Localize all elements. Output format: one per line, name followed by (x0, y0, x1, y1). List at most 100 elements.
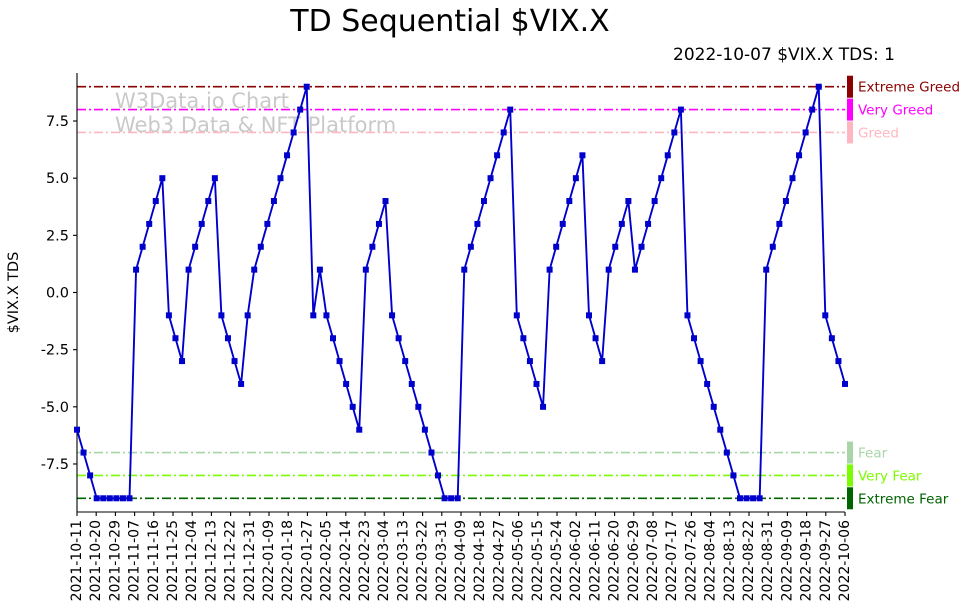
x-tick-label: 2022-04-09 (453, 520, 469, 601)
data-point-marker (815, 83, 822, 90)
y-tick-label: -5.0 (41, 400, 69, 416)
data-point-marker (802, 129, 809, 136)
data-point-marker (369, 243, 376, 250)
data-point-marker (651, 198, 658, 205)
page-title: TD Sequential $VIX.X (290, 4, 610, 39)
data-point-marker (677, 106, 684, 113)
data-point-marker (119, 495, 126, 502)
data-point-marker (244, 312, 251, 319)
x-tick-label: 2021-11-16 (146, 520, 162, 601)
data-point-marker (842, 380, 848, 387)
zone-label-extreme-greed: Extreme Greed (858, 80, 960, 96)
data-point-marker (579, 152, 586, 159)
data-point-marker (691, 335, 698, 342)
data-point-marker (736, 495, 743, 502)
data-point-marker (467, 243, 474, 250)
data-point-marker (730, 472, 737, 479)
data-point-marker (835, 358, 842, 365)
x-tick-label: 2021-11-25 (165, 520, 181, 601)
data-point-marker (586, 312, 592, 319)
x-tick-label: 2021-10-20 (88, 520, 104, 601)
data-point-marker (362, 266, 369, 273)
data-point-marker (106, 495, 113, 502)
data-point-marker (395, 335, 402, 342)
x-tick-label: 2022-08-31 (760, 520, 776, 601)
data-point-marker (592, 335, 599, 342)
data-point-marker (822, 312, 829, 319)
data-point-marker (599, 358, 606, 365)
y-tick-label: 5.0 (46, 171, 69, 187)
data-point-marker (474, 220, 481, 227)
data-point-marker (100, 495, 107, 502)
data-point-marker (80, 449, 87, 456)
chart-subtitle: 2022-10-07 $VIX.X TDS: 1 (673, 45, 895, 65)
data-point-marker (231, 358, 238, 365)
x-tick-label: 2021-12-31 (242, 520, 258, 601)
data-point-marker (224, 335, 231, 342)
data-point-marker (454, 495, 461, 502)
x-tick-label: 2022-08-13 (722, 520, 738, 601)
data-point-marker (126, 495, 133, 502)
x-tick-label: 2022-07-08 (645, 520, 661, 601)
zone-swatch-very-fear (847, 464, 853, 487)
data-point-marker (605, 266, 612, 273)
data-point-marker (612, 243, 619, 250)
y-tick-label: -2.5 (41, 343, 69, 359)
data-point-marker (618, 220, 625, 227)
x-tick-label: 2022-06-02 (568, 520, 584, 601)
x-tick-label: 2022-02-14 (338, 520, 354, 601)
data-point-marker (756, 495, 763, 502)
data-point-marker (290, 129, 297, 136)
data-point-marker (480, 198, 487, 205)
data-point-marker (421, 426, 428, 433)
data-point-marker (710, 403, 717, 410)
series-line-tds (76, 85, 846, 500)
data-point-marker (211, 175, 218, 182)
data-point-marker (782, 198, 789, 205)
data-point-marker (303, 83, 310, 90)
x-tick-label: 2022-04-27 (491, 520, 507, 601)
data-point-marker (828, 335, 835, 342)
x-tick-label: 2021-10-29 (107, 520, 123, 601)
x-tick-label: 2022-05-15 (530, 520, 546, 601)
data-point-marker (435, 472, 442, 479)
data-point-marker (487, 175, 494, 182)
y-tick-label: 7.5 (46, 114, 69, 130)
data-point-marker (375, 220, 382, 227)
x-tick-label: 2022-04-18 (472, 520, 488, 601)
zone-label-extreme-fear: Extreme Fear (858, 491, 949, 507)
x-tick-label: 2022-09-18 (799, 520, 815, 601)
x-tick-label: 2022-07-26 (683, 520, 699, 601)
data-point-marker (671, 129, 678, 136)
x-tick-label: 2022-03-04 (376, 520, 392, 601)
data-point-marker (631, 266, 638, 273)
zone-swatch-fear (847, 441, 853, 464)
x-tick-label: 2022-09-27 (818, 520, 834, 601)
x-tick-label: 2022-08-04 (703, 520, 719, 601)
data-point-marker (238, 380, 245, 387)
data-point-marker (218, 312, 225, 319)
data-point-marker (704, 380, 711, 387)
data-point-marker (336, 358, 343, 365)
data-point-marker (526, 358, 533, 365)
data-point-marker (776, 220, 783, 227)
data-point-marker (540, 403, 547, 410)
x-tick-label: 2022-09-09 (779, 520, 795, 601)
data-point-marker (343, 380, 350, 387)
data-point-marker (382, 198, 389, 205)
x-tick-label: 2021-12-22 (223, 520, 239, 601)
data-point-marker (809, 106, 816, 113)
data-point-marker (763, 266, 770, 273)
data-point-marker (172, 335, 179, 342)
data-point-marker (533, 380, 540, 387)
data-point-marker (389, 312, 396, 319)
data-point-marker (323, 312, 330, 319)
x-tick-label: 2022-03-13 (395, 520, 411, 601)
data-point-marker (179, 358, 186, 365)
data-point-marker (152, 198, 159, 205)
zone-label-very-fear: Very Fear (858, 468, 922, 484)
x-tick-label: 2021-11-07 (127, 520, 143, 601)
x-tick-label: 2022-10-06 (837, 520, 853, 601)
y-tick-label: 0.0 (46, 286, 69, 302)
